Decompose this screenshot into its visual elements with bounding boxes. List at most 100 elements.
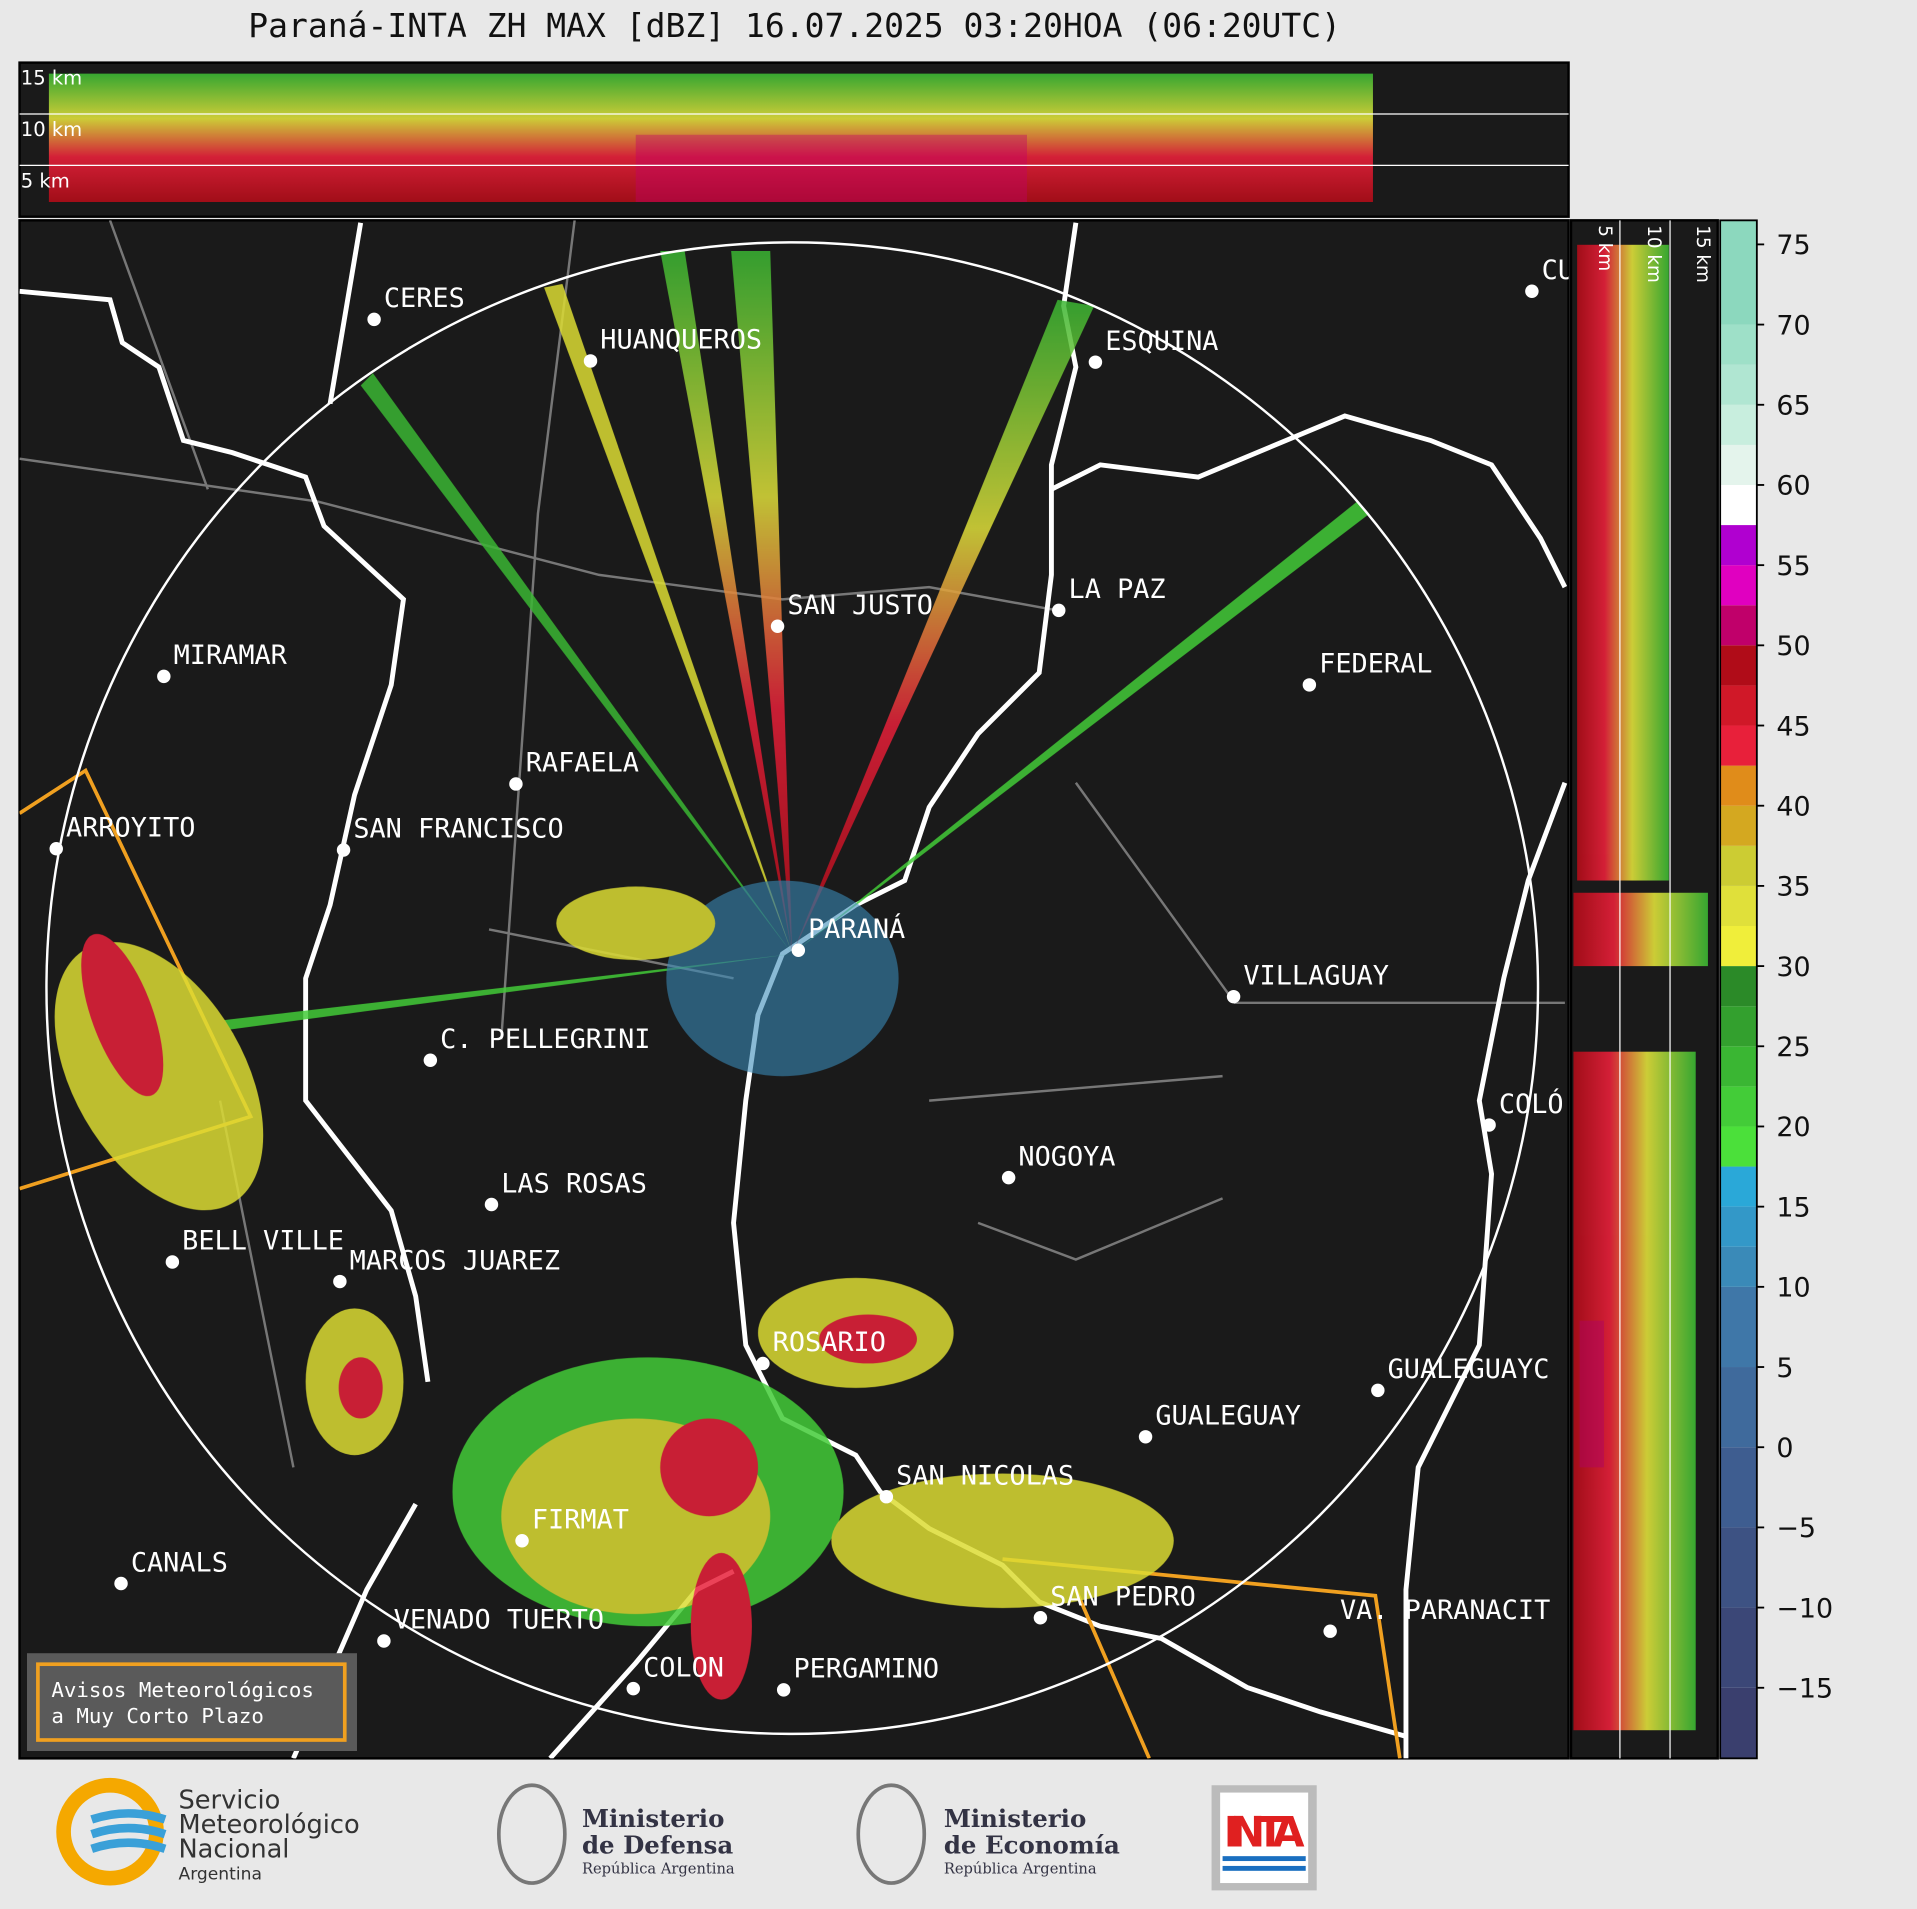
notice-text: Avisos Meteorológicos bbox=[51, 1678, 314, 1702]
inta-stripe bbox=[1222, 1856, 1306, 1862]
colorbar-band bbox=[1720, 525, 1757, 566]
colorbar-band bbox=[1720, 1367, 1757, 1448]
notice-text: a Muy Corto Plazo bbox=[51, 1704, 264, 1728]
side-label: 10 km bbox=[1643, 225, 1664, 283]
city-label: SAN NICOLAS bbox=[896, 1460, 1074, 1491]
colorbar-tick-label: 30 bbox=[1776, 952, 1810, 983]
city-dot bbox=[879, 1489, 894, 1504]
city-label: CERES bbox=[384, 283, 465, 314]
city-dot bbox=[626, 1681, 641, 1696]
city-dot bbox=[1525, 284, 1539, 298]
city-label: VENADO TUERTO bbox=[394, 1605, 604, 1636]
colorbar-band bbox=[1720, 1046, 1757, 1087]
smn-text: Nacional bbox=[178, 1834, 289, 1864]
colorbar-tick-label: 5 bbox=[1776, 1353, 1793, 1384]
city-dot bbox=[1088, 355, 1103, 369]
colorbar-tick-label: 0 bbox=[1776, 1433, 1793, 1464]
city-dot bbox=[1226, 989, 1241, 1004]
height-label: 15 km bbox=[21, 67, 82, 90]
coat-of-arms bbox=[496, 1783, 567, 1885]
city-dot bbox=[367, 312, 381, 327]
city-label: PERGAMINO bbox=[793, 1654, 939, 1685]
city-label: GUALEGUAY bbox=[1155, 1401, 1301, 1432]
colorbar-tick-label: −10 bbox=[1776, 1593, 1833, 1624]
map-layer: CERES HUANQUEROS ESQUINA SAN JUSTO LA PAZ MIR… bbox=[19, 220, 1569, 1759]
city-label: SAN PEDRO bbox=[1050, 1582, 1196, 1613]
city-dot bbox=[776, 1683, 791, 1697]
city-label: NOGOYA bbox=[1018, 1141, 1115, 1172]
city-dot bbox=[336, 843, 351, 857]
colorbar-tick-label: 45 bbox=[1776, 711, 1810, 742]
ministry-text: de Economía bbox=[944, 1831, 1120, 1860]
city-dot bbox=[1371, 1383, 1385, 1398]
cities: CERES HUANQUEROS ESQUINA SAN JUSTO LA PAZ MIR… bbox=[49, 255, 1569, 1697]
city-label: ROSARIO bbox=[773, 1327, 886, 1358]
colorbar-band bbox=[1720, 220, 1757, 325]
colorbar-band bbox=[1720, 685, 1757, 726]
city-dot bbox=[509, 777, 523, 791]
colorbar-tick-label: 55 bbox=[1776, 551, 1810, 582]
city-label: VILLAGUAY bbox=[1243, 960, 1389, 991]
colorbar-band bbox=[1720, 925, 1757, 967]
smn-waves bbox=[90, 1809, 167, 1853]
ministry-text: Ministerio bbox=[944, 1804, 1086, 1833]
side-label: 15 km bbox=[1692, 225, 1713, 283]
city-label: FEDERAL bbox=[1319, 649, 1432, 680]
colorbar-frame bbox=[1719, 219, 1758, 1760]
city-label: HUANQUEROS bbox=[600, 325, 762, 356]
colorbar-band bbox=[1720, 565, 1757, 606]
colorbar-band bbox=[1720, 805, 1757, 846]
colorbar-band bbox=[1720, 845, 1757, 886]
city-label: LAS ROSAS bbox=[501, 1168, 647, 1199]
height-label: 5 km bbox=[21, 169, 70, 192]
colorbar-tick-label: 10 bbox=[1776, 1273, 1810, 1304]
title: Paraná-INTA ZH MAX [dBZ] 16.07.2025 03:2… bbox=[248, 6, 1341, 45]
colorbar-band bbox=[1720, 885, 1757, 926]
colorbar-band bbox=[1720, 645, 1757, 686]
city-dot bbox=[49, 842, 63, 856]
colorbar-tick-label: 15 bbox=[1776, 1192, 1810, 1223]
city-dot bbox=[1052, 603, 1066, 618]
colorbar-band bbox=[1720, 725, 1757, 766]
city-label: CANALS bbox=[131, 1547, 228, 1578]
city-label: MARCOS JUAREZ bbox=[350, 1245, 560, 1276]
footer: Servicio Meteorológico Nacional Argentin… bbox=[56, 1777, 1317, 1891]
city-label: SAN FRANCISCO bbox=[353, 814, 563, 845]
coat-of-arms bbox=[856, 1783, 927, 1885]
side-label: 5 km bbox=[1594, 225, 1615, 271]
colorbar-band bbox=[1720, 484, 1757, 526]
colorbar-band bbox=[1720, 966, 1757, 1007]
city-label: BELL VILLE bbox=[182, 1226, 344, 1257]
colorbar-band bbox=[1720, 404, 1757, 445]
city-dot bbox=[1033, 1611, 1048, 1625]
colorbar-band bbox=[1720, 1006, 1757, 1047]
colorbar-band bbox=[1720, 1527, 1757, 1608]
colorbar-tick-label: 75 bbox=[1776, 230, 1810, 261]
colorbar-band bbox=[1720, 324, 1757, 365]
smn-text: Argentina bbox=[178, 1864, 261, 1884]
height-label: 10 km bbox=[21, 118, 82, 141]
notice-border bbox=[36, 1662, 347, 1742]
colorbar-band bbox=[1720, 1166, 1757, 1207]
city-label: LA PAZ bbox=[1069, 574, 1166, 605]
city-label: RAFAELA bbox=[526, 748, 639, 779]
city-dot bbox=[484, 1197, 499, 1212]
city-dot bbox=[756, 1356, 770, 1371]
city-dot bbox=[515, 1534, 529, 1548]
side-echo bbox=[1573, 244, 1708, 1731]
city-label: COLON bbox=[643, 1652, 724, 1683]
city-dot bbox=[333, 1274, 347, 1289]
smn-text: Meteorológico bbox=[178, 1810, 359, 1840]
colorbar-band bbox=[1720, 605, 1757, 646]
city-label: ARROYITO bbox=[66, 813, 195, 844]
ministry-text: República Argentina bbox=[944, 1860, 1097, 1877]
colorbar-band bbox=[1720, 1086, 1757, 1127]
colorbar-tick-label: 70 bbox=[1776, 310, 1810, 341]
city-label: MIRAMAR bbox=[174, 640, 288, 671]
city-dot bbox=[1138, 1430, 1153, 1444]
colorbar-tick-label: 35 bbox=[1776, 872, 1810, 903]
colorbar-tick-label: 60 bbox=[1776, 471, 1810, 502]
city-dot bbox=[377, 1634, 391, 1648]
colorbar-tick-label: 20 bbox=[1776, 1112, 1810, 1143]
